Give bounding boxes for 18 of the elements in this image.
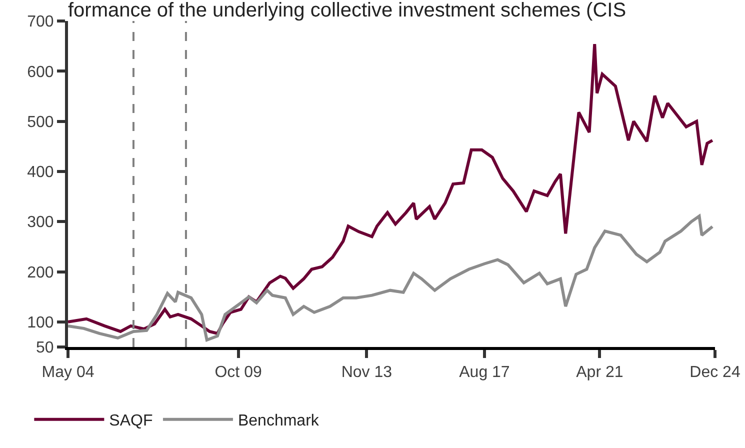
y-tick-label: 600 <box>27 64 54 81</box>
legend-label: Benchmark <box>238 412 320 430</box>
x-tick-label: Nov 13 <box>341 364 392 382</box>
y-tick-label: 700 <box>27 14 54 31</box>
y-tick-label: 500 <box>27 114 54 131</box>
y-tick-label: 50 <box>36 340 54 357</box>
x-tick-label: Aug 17 <box>459 364 510 382</box>
x-tick-label: Apr 21 <box>576 364 624 382</box>
x-tick-label: Oct 09 <box>214 364 262 382</box>
y-tick-label: 300 <box>27 214 54 232</box>
y-tick-label: 400 <box>27 164 54 182</box>
y-tick-label: 200 <box>27 264 54 282</box>
legend-label: SAQF <box>109 412 153 430</box>
line-series <box>68 42 714 335</box>
x-tick-label: Dec 24 <box>690 364 740 382</box>
x-tick-label: May 04 <box>42 364 94 382</box>
chart-title: formance of the underlying collective investment schemes (CIS <box>68 0 626 22</box>
y-tick-label: 100 <box>27 314 54 332</box>
